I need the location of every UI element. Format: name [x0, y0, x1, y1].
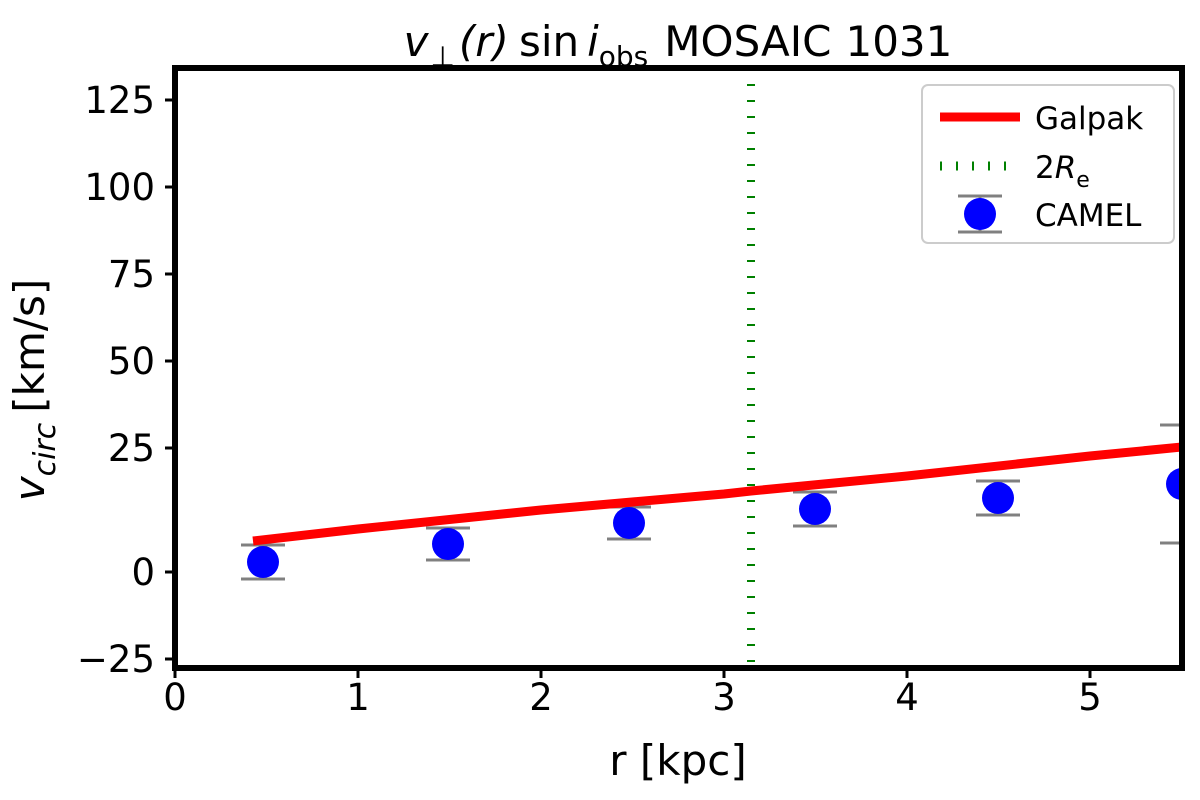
x-tick-label-5: 5: [1078, 676, 1102, 719]
data-point-5: [982, 482, 1014, 514]
y-tick-label-75: 75: [108, 253, 155, 296]
data-point-2: [432, 528, 464, 560]
ylabel-units: [km/s]: [5, 279, 54, 413]
ylabel-circ: circ: [28, 422, 63, 476]
y-tick-label-100: 100: [84, 166, 155, 209]
y-tick-label-minus25: −25: [77, 638, 155, 681]
x-tick-label-4: 4: [895, 676, 919, 719]
data-point-4: [799, 493, 831, 525]
y-tick-label-50: 50: [108, 340, 155, 383]
y-tick-label-0: 0: [131, 551, 155, 594]
title-paren-r: (r): [459, 17, 509, 66]
legend-swatch-camel: [958, 194, 1002, 234]
legend-2re-R: R: [1055, 150, 1077, 186]
legend-2re-sub: e: [1076, 168, 1090, 193]
data-point-1: [247, 546, 279, 578]
x-tick-label-1: 1: [346, 676, 370, 719]
legend-label-camel: CAMEL: [1035, 198, 1142, 234]
x-tick-label-3: 3: [712, 676, 736, 719]
title-v: v: [404, 17, 430, 66]
data-point-3: [613, 507, 645, 539]
y-tick-label-125: 125: [84, 79, 155, 122]
legend-2re-prefix: 2: [1035, 150, 1055, 186]
y-axis-label: vcirc [km/s]: [5, 279, 63, 502]
y-tick-label-25: 25: [108, 427, 155, 470]
legend-label-galpak: Galpak: [1035, 101, 1143, 137]
title-instrument: MOSAIC: [664, 17, 831, 66]
x-tick-label-2: 2: [529, 676, 553, 719]
plot-title: v⊥(r) sin iobs MOSAIC 1031: [404, 17, 953, 73]
title-sin: sin: [519, 17, 579, 66]
legend-label-2re: 2Re: [1035, 150, 1090, 193]
data-point-6: [1166, 468, 1182, 500]
axes-frame: [172, 65, 1185, 671]
line-galpak: [252, 442, 1182, 546]
datapoints-camel: [247, 468, 1182, 578]
x-axis-label: r [kpc]: [609, 736, 746, 785]
legend: Galpak 2Re CAMEL: [921, 84, 1175, 244]
title-id: 1031: [845, 17, 952, 66]
title-i: i: [587, 17, 599, 66]
ylabel-v: v: [5, 475, 54, 501]
x-tick-label-0: 0: [163, 676, 187, 719]
